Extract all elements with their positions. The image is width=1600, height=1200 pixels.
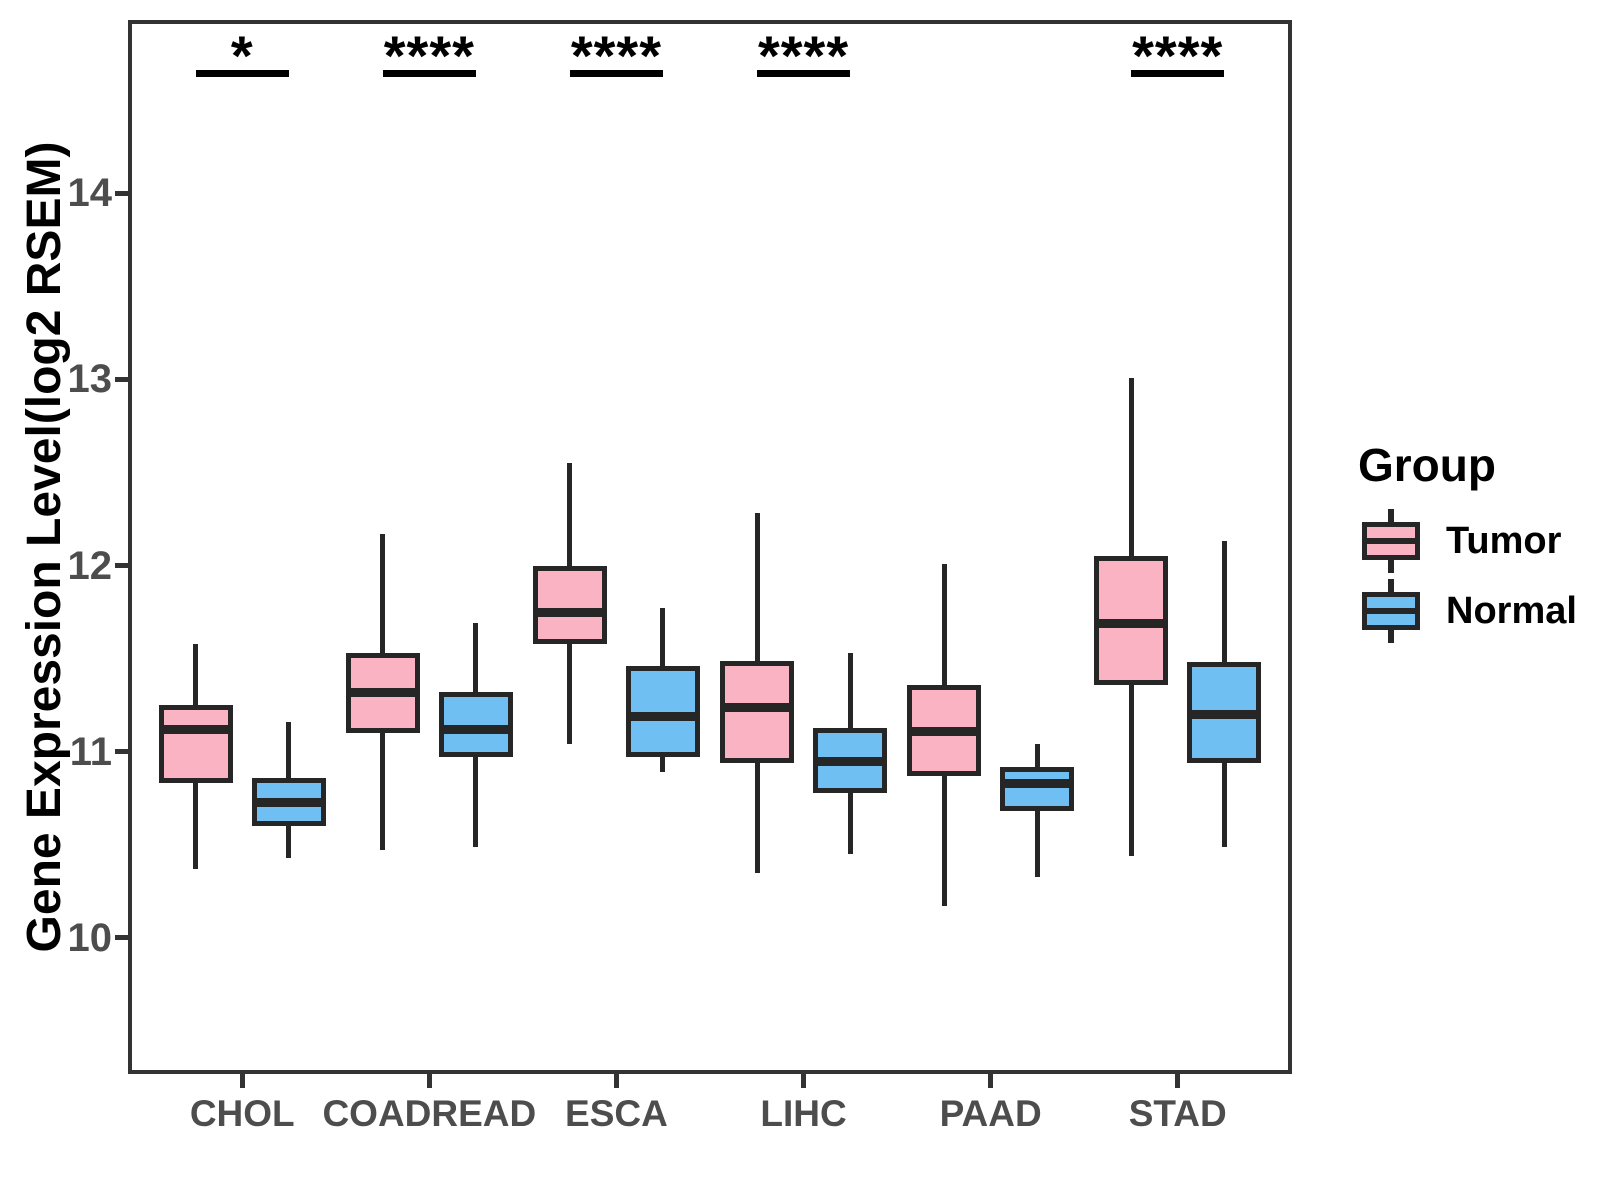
median-normal-paad: [1000, 778, 1075, 788]
upper-whisker-tumor-lihc: [754, 513, 760, 661]
y-tick-label: 11: [69, 729, 112, 774]
y-tick: [115, 563, 128, 569]
significance-bar-esca: [569, 70, 663, 77]
legend-item-normal: Normal: [1340, 576, 1600, 646]
lower-whisker-tumor-esca: [567, 643, 573, 745]
upper-whisker-normal-esca: [660, 608, 666, 667]
significance-stars-stad: ****: [1132, 24, 1224, 87]
lower-whisker-normal-coadread: [473, 757, 479, 847]
legend-glyph-median: [1362, 608, 1420, 614]
significance-bar-stad: [1131, 70, 1225, 77]
upper-whisker-tumor-paad: [941, 563, 947, 685]
median-normal-chol: [251, 797, 326, 807]
lower-whisker-tumor-chol: [193, 783, 199, 870]
median-normal-esca: [625, 711, 700, 721]
significance-bar-lihc: [757, 70, 851, 77]
x-tick-label: PAAD: [939, 1093, 1042, 1134]
y-tick: [115, 190, 128, 196]
box-normal-esca: [625, 666, 700, 758]
median-tumor-stad: [1094, 618, 1169, 628]
median-normal-lihc: [813, 756, 888, 766]
upper-whisker-normal-chol: [286, 722, 292, 778]
significance-bar-chol: [195, 70, 289, 77]
lower-whisker-normal-paad: [1034, 811, 1040, 877]
plot-panel: [128, 20, 1292, 1074]
legend-glyph-upper-whisker: [1388, 509, 1394, 522]
y-tick: [115, 935, 128, 941]
median-tumor-esca: [532, 607, 607, 617]
lower-whisker-tumor-paad: [941, 775, 947, 907]
legend-glyph-upper-whisker: [1388, 579, 1394, 592]
median-tumor-chol: [158, 724, 233, 734]
upper-whisker-normal-lihc: [847, 653, 853, 728]
y-tick: [115, 376, 128, 382]
x-tick-label: COADREAD: [322, 1093, 537, 1134]
x-tick-label: STAD: [1128, 1093, 1227, 1134]
x-tick-label: CHOL: [189, 1093, 295, 1134]
legend-glyph-median: [1362, 538, 1420, 544]
upper-whisker-tumor-esca: [567, 463, 573, 566]
lower-whisker-normal-stad: [1221, 762, 1227, 847]
legend-items: Tumor Normal: [1340, 506, 1600, 646]
y-tick-label: 14: [67, 171, 113, 216]
legend-title: Group: [1358, 439, 1496, 491]
significance-stars-lihc: ****: [757, 24, 850, 87]
median-tumor-coadread: [345, 687, 420, 697]
box-normal-paad: [1000, 766, 1075, 812]
median-normal-coadread: [438, 724, 513, 734]
x-tick-label: ESCA: [565, 1093, 668, 1134]
significance-stars-coadread: ****: [383, 24, 475, 87]
legend-glyph-lower-whisker: [1388, 630, 1394, 643]
y-tick: [115, 749, 128, 755]
x-tick: [988, 1074, 994, 1088]
lower-whisker-tumor-stad: [1128, 684, 1134, 857]
lower-whisker-normal-chol: [286, 826, 292, 858]
upper-whisker-tumor-coadread: [380, 533, 386, 654]
significance-stars-chol: *: [230, 24, 254, 87]
lower-whisker-normal-esca: [660, 757, 666, 773]
legend-glyph-lower-whisker: [1388, 560, 1394, 573]
y-tick-label: 10: [67, 915, 113, 960]
y-tick-label: 13: [67, 357, 113, 402]
median-normal-stad: [1187, 710, 1262, 720]
significance-bar-coadread: [382, 70, 476, 77]
legend-boxplot-glyph-tumor: [1362, 509, 1420, 573]
legend: Group Tumor Normal: [1340, 438, 1600, 646]
lower-whisker-tumor-lihc: [754, 762, 760, 873]
box-normal-coadread: [438, 692, 513, 758]
box-tumor-esca: [532, 565, 607, 644]
x-tick: [426, 1074, 432, 1088]
legend-boxplot-glyph-normal: [1362, 579, 1420, 643]
x-tick: [801, 1074, 807, 1088]
legend-label-normal: Normal: [1446, 589, 1577, 632]
box-tumor-chol: [158, 705, 233, 784]
upper-whisker-normal-paad: [1034, 744, 1040, 767]
legend-label-tumor: Tumor: [1446, 519, 1562, 562]
box-tumor-lihc: [720, 660, 795, 763]
lower-whisker-normal-lihc: [847, 792, 853, 855]
median-tumor-lihc: [720, 702, 795, 712]
legend-item-tumor: Tumor: [1340, 506, 1600, 576]
significance-stars-esca: ****: [570, 24, 663, 87]
x-tick: [613, 1074, 619, 1088]
x-tick-label: LIHC: [760, 1093, 847, 1134]
upper-whisker-tumor-stad: [1128, 377, 1134, 557]
upper-whisker-normal-stad: [1221, 541, 1227, 663]
lower-whisker-tumor-coadread: [380, 733, 386, 851]
y-tick-label: 12: [67, 543, 113, 588]
x-tick: [239, 1074, 245, 1088]
median-tumor-paad: [907, 726, 982, 736]
x-tick: [1175, 1074, 1181, 1088]
upper-whisker-normal-coadread: [473, 623, 479, 693]
upper-whisker-tumor-chol: [193, 643, 199, 706]
